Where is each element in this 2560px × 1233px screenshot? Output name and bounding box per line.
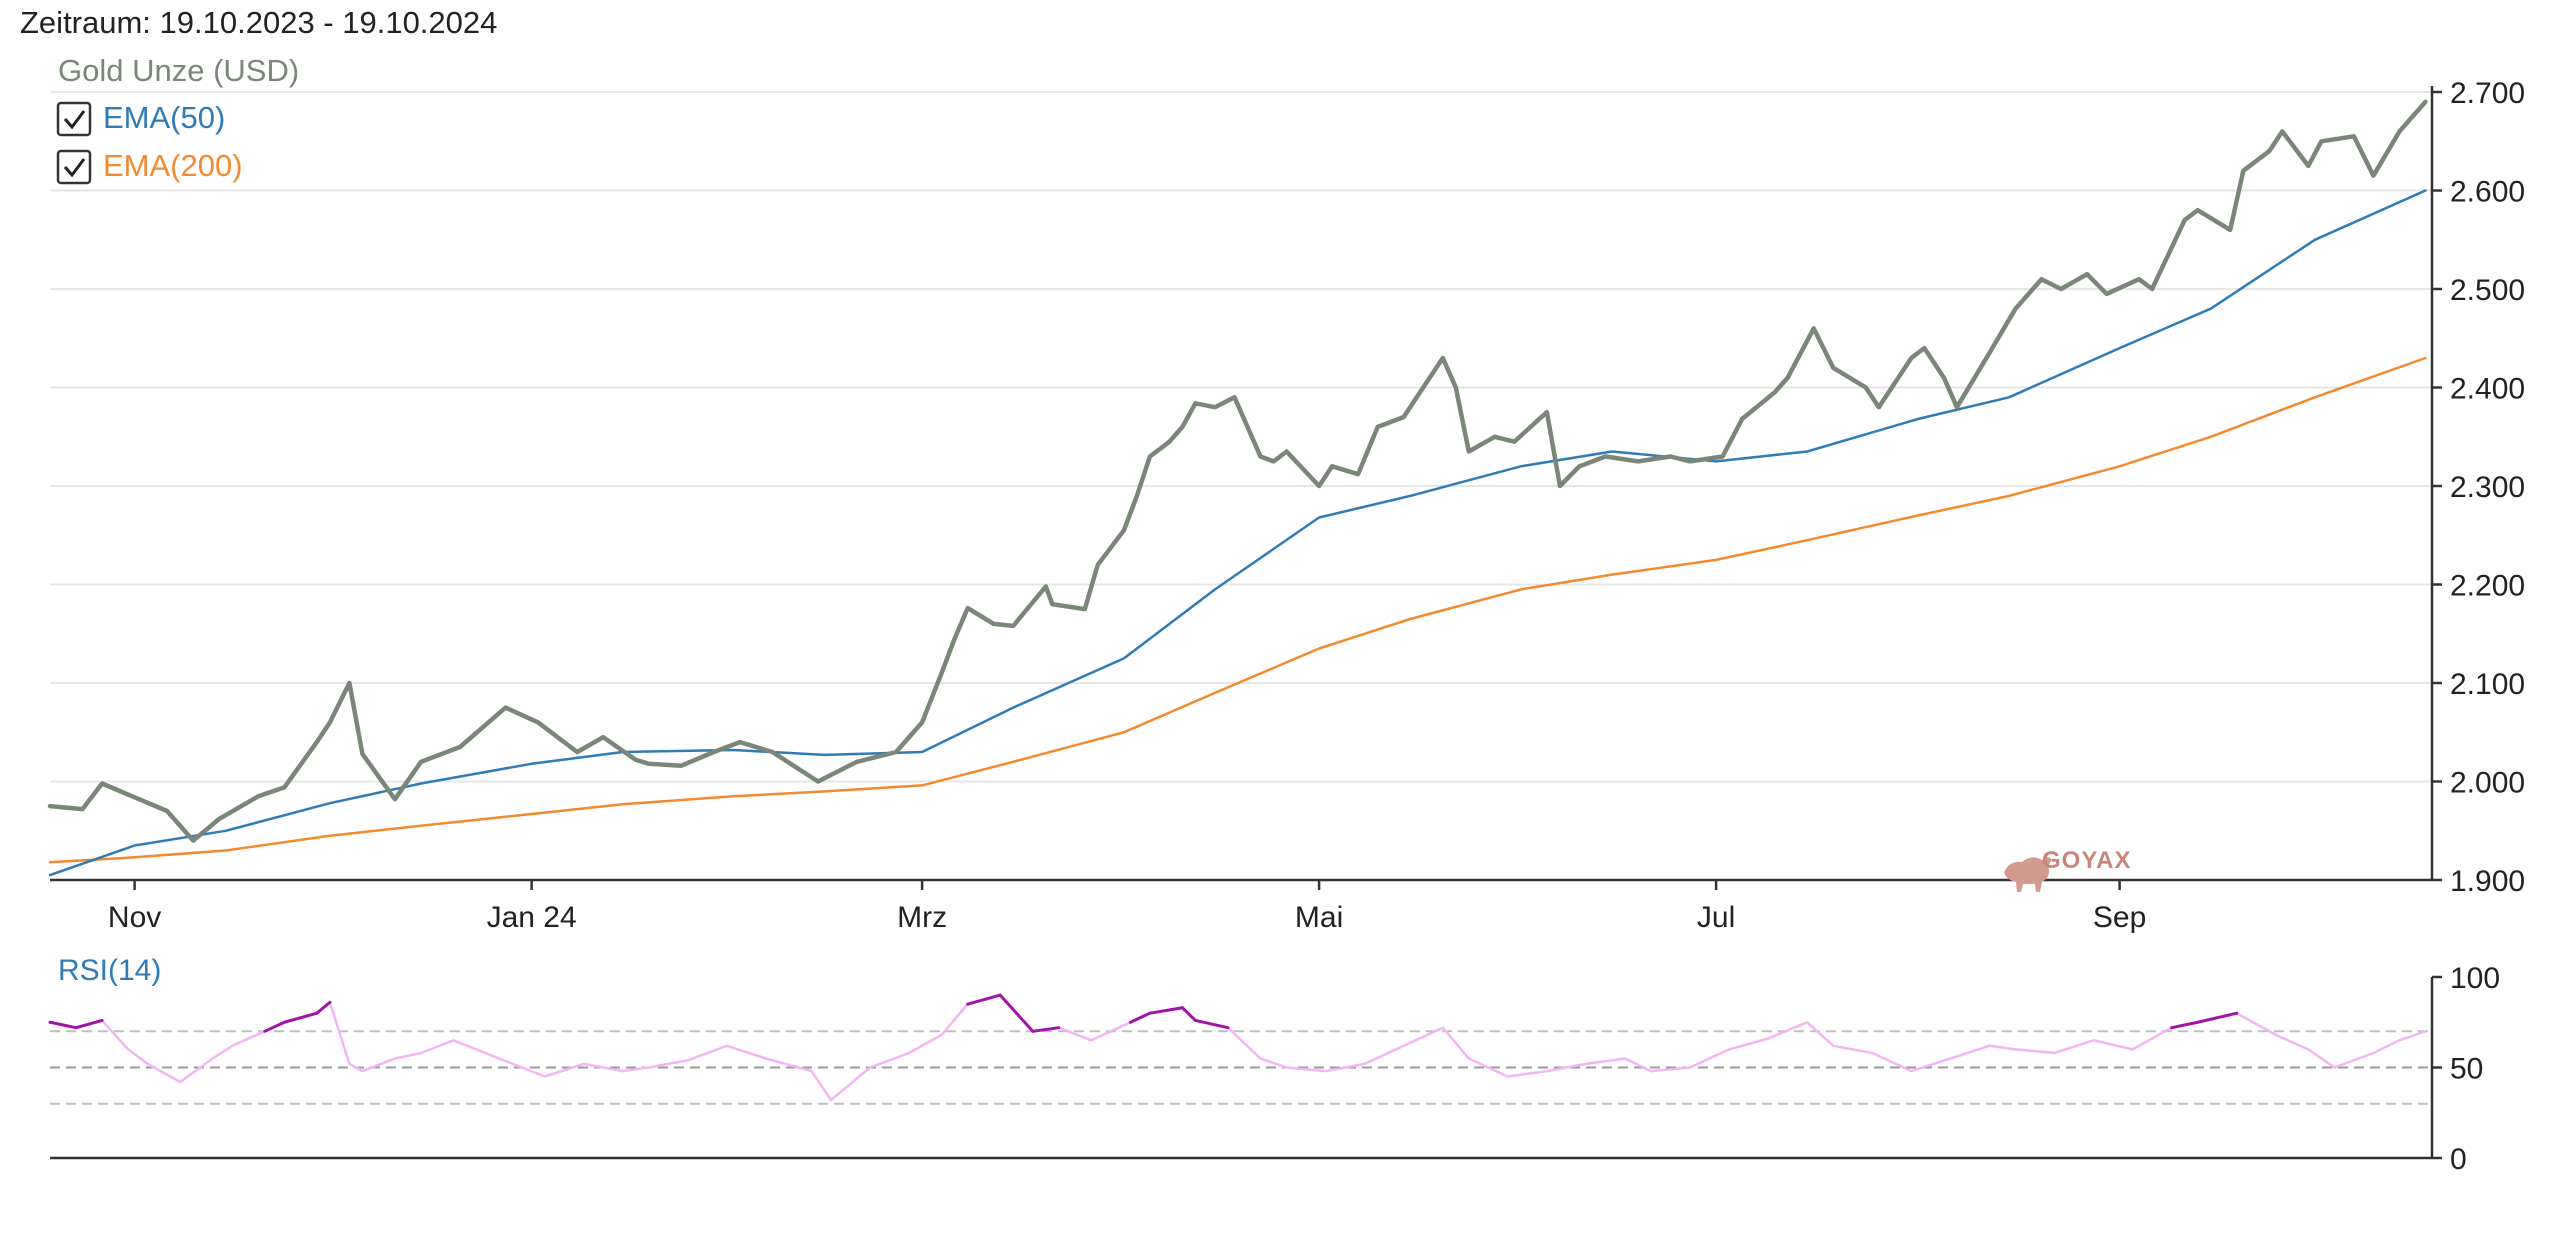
ema50-toggle[interactable]: EMA(50) xyxy=(56,100,225,137)
rsi-title: RSI(14) xyxy=(58,954,161,987)
x-axis: Nov Jan 24 Mrz Mai Jul Sep xyxy=(108,880,2146,934)
series-line-price xyxy=(47,99,2428,843)
rsi-overbought-segment xyxy=(74,1018,104,1030)
rsi-reference-lines xyxy=(50,1030,2432,1105)
x-tick-label: Jul xyxy=(1697,901,1735,934)
bull-logo-icon xyxy=(2004,857,2052,892)
rsi-overbought-segment xyxy=(1031,1026,1061,1033)
goyax-watermark: GOYAX xyxy=(2004,847,2131,892)
rsi-axes: 0 50 100 xyxy=(50,962,2500,1176)
rsi-overbought-segment xyxy=(48,1020,78,1030)
y-tick-label: 2.600 xyxy=(2450,176,2525,209)
y-tick-label: 1.900 xyxy=(2450,865,2525,898)
price-axes xyxy=(50,86,2434,882)
legend: Gold Unze (USD) EMA(50) EMA(200) xyxy=(56,53,299,185)
y-tick-label: 2.500 xyxy=(2450,274,2525,307)
x-tick-label: Mrz xyxy=(897,901,947,934)
rsi-overbought-segment xyxy=(263,1020,286,1033)
price-series-group xyxy=(47,99,2428,877)
rsi-series-group xyxy=(48,993,2426,1102)
rsi-overbought-segment xyxy=(2170,1020,2200,1030)
rsi-y-tick-label: 0 xyxy=(2450,1143,2467,1176)
rsi-overbought-segment xyxy=(1148,1006,1184,1015)
rsi-overbought-segment xyxy=(998,993,1035,1033)
x-tick-label: Nov xyxy=(108,901,161,934)
y-tick-label: 2.200 xyxy=(2450,570,2525,603)
rsi-overbought-segment xyxy=(1193,1018,1230,1030)
y-tick-label: 2.700 xyxy=(2450,77,2525,110)
x-tick-label: Sep xyxy=(2093,901,2146,934)
series-line-ema200 xyxy=(48,356,2427,864)
y-tick-label: 2.000 xyxy=(2450,767,2525,800)
rsi-overbought-segment xyxy=(1128,1011,1152,1024)
rsi-overbought-segment xyxy=(1180,1006,1197,1022)
rsi-overbought-segment xyxy=(315,1000,332,1015)
rsi-y-tick-label: 50 xyxy=(2450,1053,2483,1086)
series-line-ema50 xyxy=(48,189,2427,877)
rsi-line xyxy=(49,993,2426,1102)
price-grid xyxy=(50,91,2432,783)
rsi-overbought-segment xyxy=(2196,1011,2239,1024)
rsi-overbought-segment xyxy=(966,993,1002,1006)
y-tick-label: 2.300 xyxy=(2450,471,2525,504)
y-tick-label: 2.100 xyxy=(2450,668,2525,701)
ema200-checkbox[interactable] xyxy=(56,149,92,185)
ema50-label[interactable]: EMA(50) xyxy=(103,100,225,135)
y-axis: 1.900 2.000 2.100 2.200 2.300 2.400 2.500 2.600… xyxy=(2432,77,2525,898)
checkmark-icon xyxy=(63,158,86,178)
legend-instrument: Gold Unze (USD) xyxy=(58,53,299,88)
ema200-label[interactable]: EMA(200) xyxy=(103,148,243,183)
y-tick-label: 2.400 xyxy=(2450,373,2525,406)
watermark-text: GOYAX xyxy=(2042,847,2131,874)
ema50-checkbox[interactable] xyxy=(56,101,92,137)
checkmark-icon xyxy=(63,110,86,130)
x-tick-label: Mai xyxy=(1295,901,1343,934)
ema200-toggle[interactable]: EMA(200) xyxy=(56,148,243,185)
rsi-y-tick-label: 100 xyxy=(2450,962,2500,995)
x-tick-label: Jan 24 xyxy=(487,901,577,934)
rsi-overbought-segment xyxy=(282,1011,319,1024)
period-label: Zeitraum: 19.10.2023 - 19.10.2024 xyxy=(20,5,497,40)
